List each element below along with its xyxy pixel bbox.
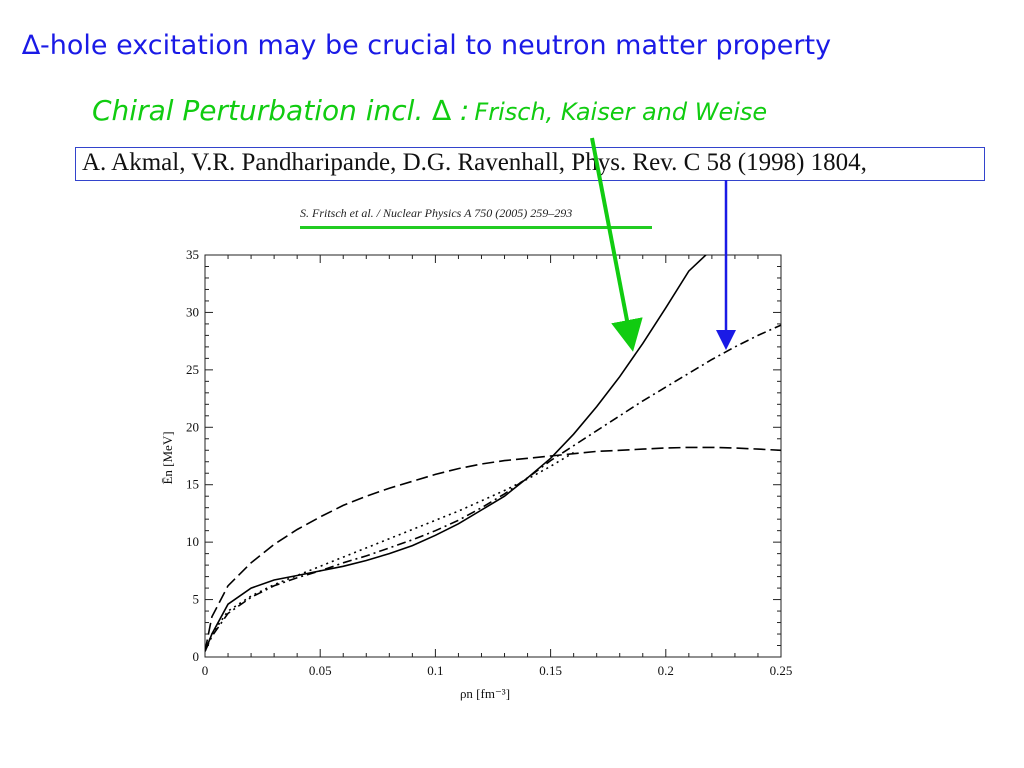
reference-text: A. Akmal, V.R. Pandharipande, D.G. Raven…: [82, 149, 867, 176]
series-solid-line: [205, 255, 708, 652]
x-tick-label: 0: [202, 663, 209, 678]
y-tick-label: 30: [186, 304, 199, 319]
subtitle: Chiral Perturbation incl. ∆ : Frisch, Ka…: [92, 94, 767, 127]
slide-title: ∆-hole excitation may be crucial to neut…: [22, 30, 832, 61]
y-tick-label: 20: [186, 419, 199, 434]
subtitle-main: Chiral Perturbation incl. ∆ :: [92, 94, 470, 127]
subtitle-authors: Frisch, Kaiser and Weise: [474, 98, 768, 126]
axis-ticks: [204, 254, 782, 658]
y-tick-label: 10: [186, 534, 199, 549]
tick-labels: 0 0.05 0.1 0.15 0.2 0.25 0 5 10 15 20 25 30 35: [186, 247, 792, 678]
figure-source: S. Fritsch et al. / Nuclear Physics A 75…: [300, 206, 573, 220]
green-arrow: [590, 137, 643, 352]
x-axis-label: ρn [fm⁻³]: [460, 686, 510, 701]
y-tick-label: 35: [186, 247, 199, 262]
y-tick-label: 15: [186, 477, 199, 492]
figure-source-underline: [300, 226, 652, 229]
y-tick-label: 0: [193, 649, 200, 664]
series-dotted-line: [205, 451, 575, 652]
series-dash-dot-line: [205, 324, 781, 652]
series-group: [205, 255, 781, 652]
x-tick-label: 0.1: [427, 663, 443, 678]
y-tick-label: 5: [193, 592, 200, 607]
x-tick-label: 0.15: [539, 663, 562, 678]
series-dashed-line: [205, 446, 781, 652]
x-tick-label: 0.25: [770, 663, 793, 678]
x-tick-label: 0.2: [658, 663, 674, 678]
x-tick-label: 0.05: [309, 663, 332, 678]
plot-frame: [204, 254, 782, 658]
reference-box: A. Akmal, V.R. Pandharipande, D.G. Raven…: [75, 147, 985, 181]
y-tick-label: 25: [186, 362, 199, 377]
y-axis-label: Ēn [MeV]: [160, 431, 175, 484]
